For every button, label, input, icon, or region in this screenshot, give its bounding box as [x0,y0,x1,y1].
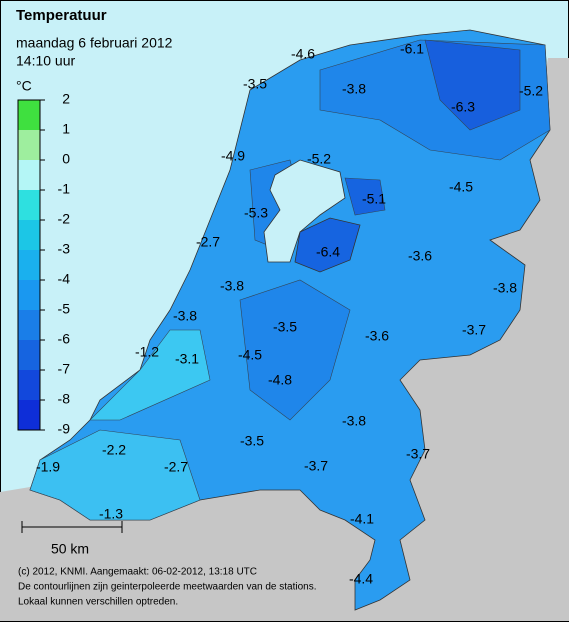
legend-tick-label: -2 [58,211,71,227]
legend-tick-label: -8 [58,391,71,407]
station-value: -1.2 [135,344,159,360]
station-value: -4.8 [268,372,292,388]
legend-tick-label: -6 [58,331,71,347]
title: Temperatuur [16,7,107,24]
legend-tick-label: 1 [62,121,70,137]
station-value: -3.7 [406,446,430,462]
legend-band [18,220,40,250]
station-value: -3.7 [304,458,328,474]
station-value: -3.8 [173,308,197,324]
station-value: -3.7 [462,322,486,338]
lake [263,159,346,263]
scale-label: 50 km [51,541,89,557]
station-value: -3.5 [243,76,267,92]
station-value: -4.4 [349,571,373,587]
legend-frame [17,99,41,431]
station-value: -2.2 [102,442,126,458]
stations: -4.6 -6.1 -3.5 -3.8 -6.3 -5.2 -4.9 -5.2 -4.5 -5.3… [36,41,543,587]
legend-band [18,310,40,340]
station-value: -3.8 [342,81,366,97]
legend-band [18,100,40,130]
station-value: -4.1 [350,511,374,527]
legend-band [18,160,40,190]
legend-tick-label: -3 [58,241,71,257]
station-value: -5.2 [519,83,543,99]
station-value: -3.8 [342,413,366,429]
legend-tick-label: -7 [58,361,71,377]
legend-band [18,340,40,370]
station-value: -2.7 [164,459,188,475]
mild-zone [89,329,211,421]
station-value: -3.1 [175,351,199,367]
legend-band [18,190,40,220]
station-value: -6.4 [316,244,340,260]
station-value: -5.3 [244,205,268,221]
station-value: -3.6 [408,248,432,264]
station-value: -5.1 [362,191,386,207]
footer-line: Lokaal kunnen verschillen optreden. [18,597,178,608]
cold-zone [239,279,351,421]
station-value: -6.3 [451,99,475,115]
station-value: -4.5 [238,347,262,363]
station-value: -3.5 [273,319,297,335]
cold-zone [344,177,386,216]
cold-zone [294,217,361,273]
legend-band [18,370,40,400]
legend-tick-label: 0 [62,151,70,167]
footer-line: (c) 2012, KNMI. Aangemaakt: 06-02-2012, … [18,567,257,578]
station-value: -1.9 [36,459,60,475]
mild-zone [29,429,201,521]
legend-tick-label: -5 [58,301,71,317]
station-value: -4.5 [449,179,473,195]
station-value: -1.3 [99,506,123,522]
legend-band [18,130,40,160]
station-value: -6.1 [400,41,424,57]
legend-tick-label: -4 [58,271,71,287]
legend-band [18,280,40,310]
date: maandag 6 februari 2012 [16,35,173,51]
station-value: -4.6 [291,46,315,62]
station-value: -3.6 [365,328,389,344]
station-value: -3.8 [220,278,244,294]
footer-line: De contourlijnen zijn geinterpoleerde me… [18,582,317,593]
station-value: -5.2 [307,151,331,167]
legend-unit: °C [16,78,32,94]
legend-tick-label: 2 [62,91,70,107]
time: 14:10 uur [16,53,75,69]
legend-tick-label: -9 [58,421,71,437]
station-value: -3.8 [493,280,517,296]
station-value: -4.9 [221,148,245,164]
station-value: -3.5 [240,433,264,449]
legend: 2 1 0 -1 -2 -3 -4 -5 -6 -7 -8 -9 [17,91,71,437]
legend-band [18,400,40,430]
station-value: -2.7 [196,234,220,250]
legend-tick-label: -1 [58,181,71,197]
cold-zone [424,39,521,131]
legend-band [18,250,40,280]
